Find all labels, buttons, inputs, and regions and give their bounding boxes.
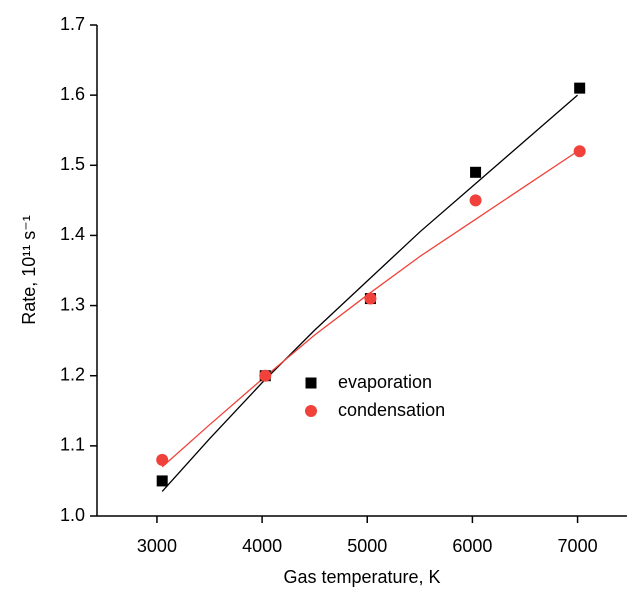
data-point — [470, 166, 482, 178]
y-tick-label: 1.0 — [60, 505, 85, 525]
y-tick-label: 1.6 — [60, 84, 85, 104]
legend-marker — [305, 377, 317, 389]
y-tick-label: 1.2 — [60, 364, 85, 384]
data-point — [156, 475, 168, 487]
x-tick-label: 3000 — [137, 536, 177, 556]
y-tick-label: 1.7 — [60, 14, 85, 34]
data-point — [574, 82, 586, 94]
x-axis-label: Gas temperature, K — [283, 567, 440, 587]
y-tick-label: 1.3 — [60, 294, 85, 314]
fit-line — [161, 94, 579, 492]
data-point — [259, 369, 272, 382]
x-tick-label: 5000 — [347, 536, 387, 556]
x-tick-label: 6000 — [452, 536, 492, 556]
y-tick-label: 1.4 — [60, 224, 85, 244]
y-tick-label: 1.5 — [60, 154, 85, 174]
y-axis-label: Rate, 10¹¹ s⁻¹ — [19, 215, 39, 325]
y-tick-label: 1.1 — [60, 435, 85, 455]
x-tick-label: 7000 — [558, 536, 598, 556]
data-point — [156, 453, 169, 466]
data-point — [364, 292, 377, 305]
legend-label: evaporation — [338, 372, 432, 392]
data-point — [469, 194, 482, 207]
legend-marker — [305, 405, 317, 417]
x-tick-label: 4000 — [242, 536, 282, 556]
data-point — [573, 145, 586, 158]
legend-label: condensation — [338, 400, 445, 420]
